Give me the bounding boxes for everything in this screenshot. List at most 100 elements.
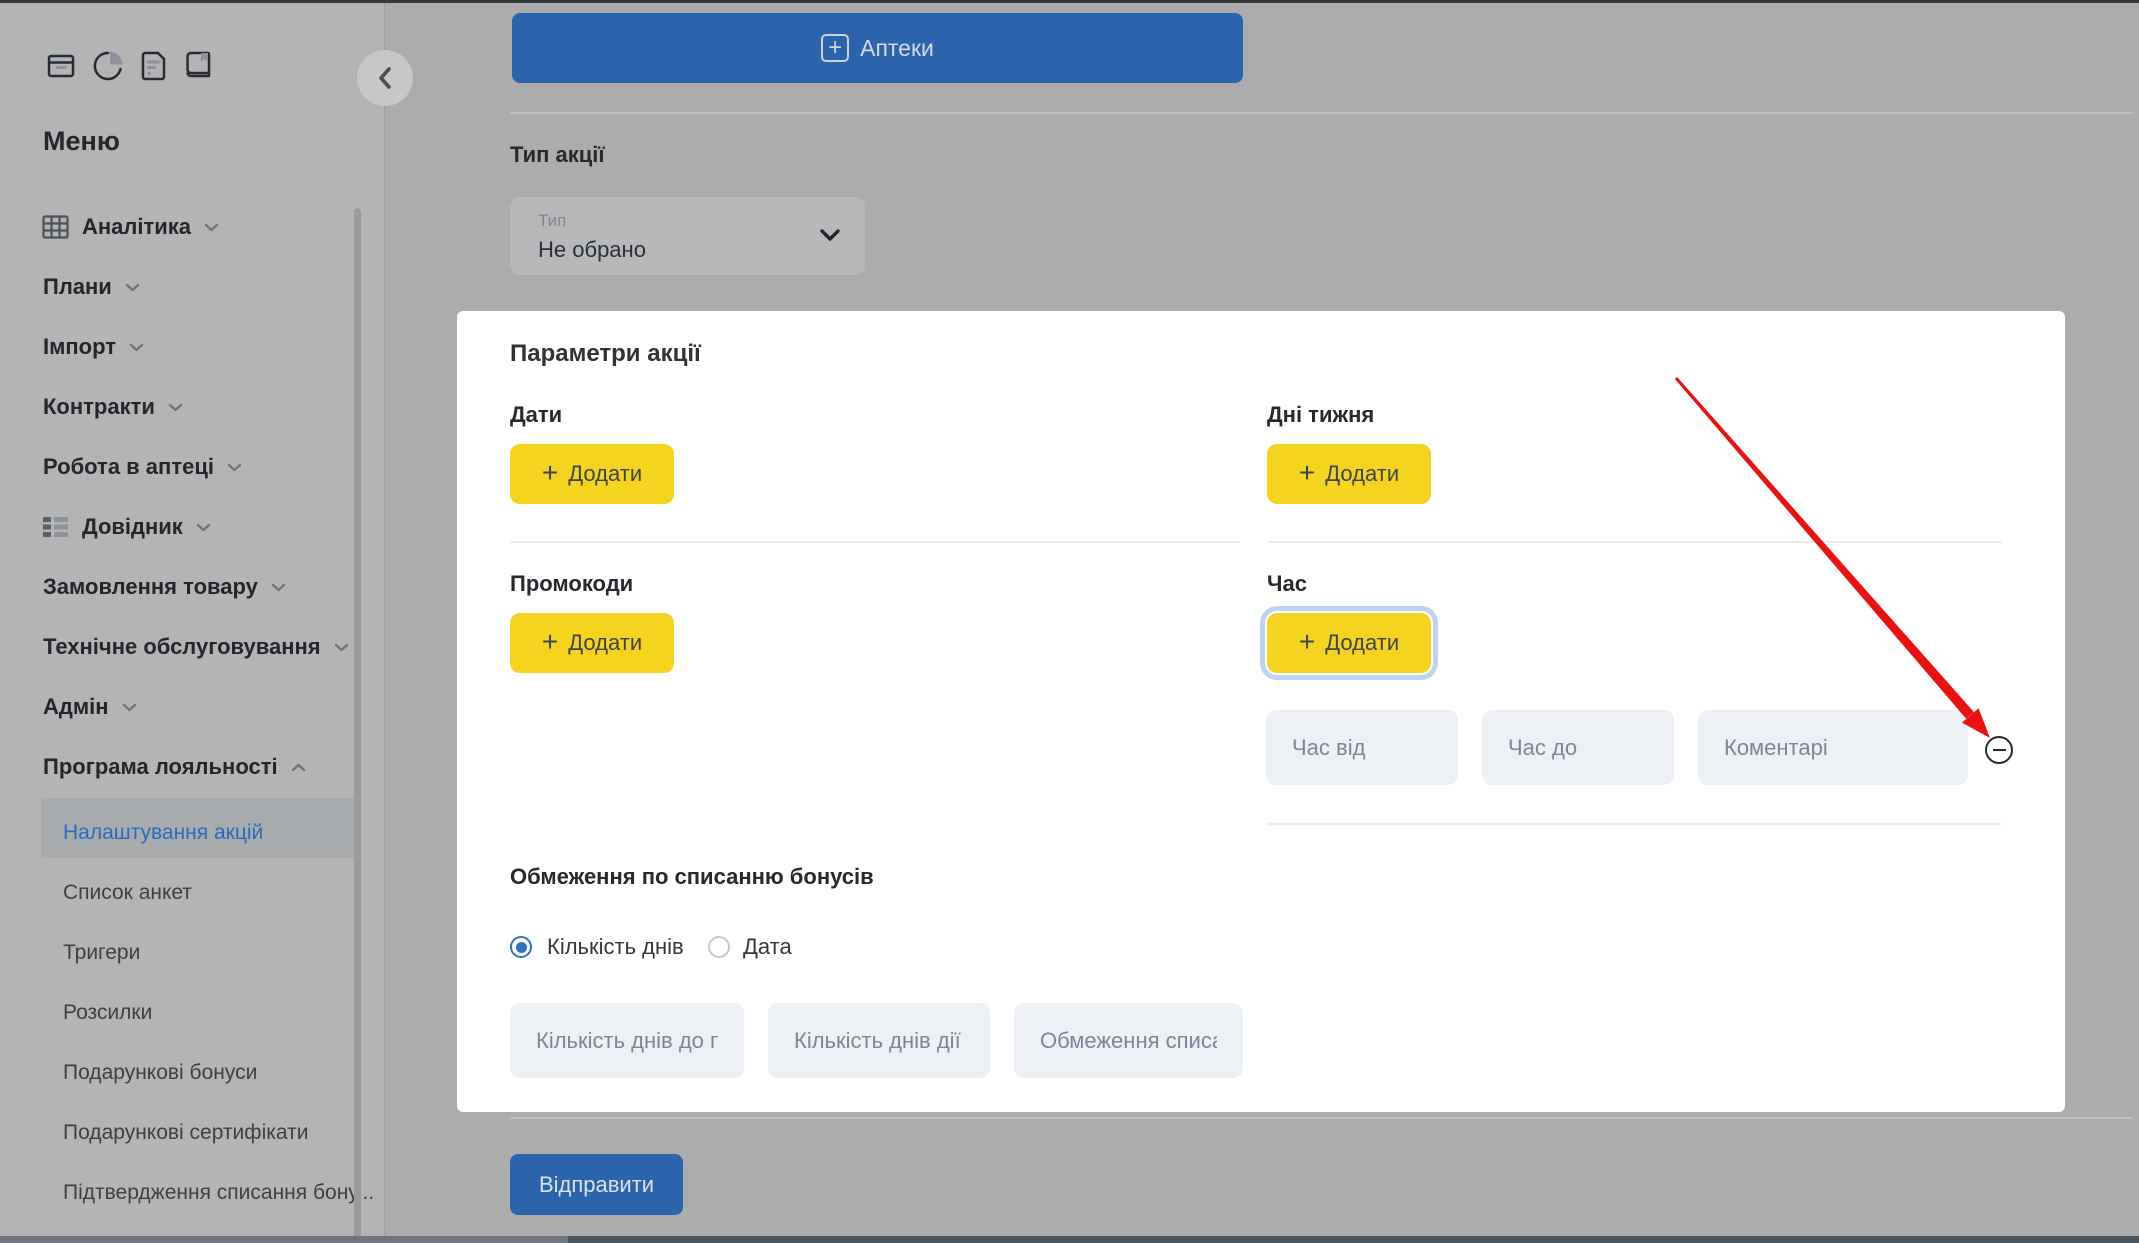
sidebar-item-pharmacy-work[interactable]: Робота в аптеці	[43, 454, 242, 480]
plus-square-icon: +	[821, 34, 850, 62]
top-edge-strip	[0, 0, 2139, 3]
sidebar-scrollbar[interactable]	[354, 208, 361, 1243]
sidebar-item-maintenance[interactable]: Технічне обслуговування	[43, 634, 349, 660]
sidebar-item-plans[interactable]: Плани	[43, 274, 140, 300]
remove-time-row-button[interactable]	[1985, 736, 2013, 764]
plus-icon: +	[1298, 626, 1316, 657]
archive-box-icon[interactable]	[45, 50, 77, 82]
select-floating-label: Тип	[538, 211, 567, 230]
sidebar-item-label: Адмін	[43, 694, 109, 719]
plus-icon: +	[1298, 457, 1316, 488]
add-button-label: Додати	[1325, 461, 1400, 486]
sidebar-collapse-button[interactable]	[357, 50, 413, 106]
sidebar-item-label: Програма лояльності	[43, 754, 278, 779]
list-rows-icon	[42, 515, 69, 539]
radio-selected-icon	[510, 936, 532, 958]
book-icon[interactable]	[183, 50, 215, 82]
bottom-section-divider	[510, 1117, 2133, 1119]
sidebar-item-analytics[interactable]: Аналітика	[42, 214, 219, 240]
card-row-divider	[1267, 541, 2002, 543]
bonus-limits-heading: Обмеження по списанню бонусів	[510, 864, 874, 889]
sidebar-item-label: Замовлення товару	[43, 574, 258, 599]
radio-days-label: Кількість днів	[547, 934, 684, 959]
chevron-down-icon	[271, 583, 286, 592]
chevron-down-icon	[125, 283, 140, 292]
pharmacies-button[interactable]: + Аптеки	[512, 13, 1243, 83]
plus-icon: +	[541, 626, 559, 657]
submit-button-label: Відправити	[538, 1171, 655, 1197]
sidebar-subitem-bonus-writeoff-confirmation[interactable]: Підтвердження списання бону...	[63, 1180, 374, 1206]
minus-icon	[1992, 748, 2006, 752]
card-row-divider	[510, 541, 1240, 543]
chevron-down-icon	[168, 403, 183, 412]
radio-date-label: Дата	[743, 934, 792, 959]
chevron-down-icon	[129, 343, 144, 352]
sidebar-subitem-gift-bonuses[interactable]: Подарункові бонуси	[63, 1060, 257, 1086]
add-weekdays-button[interactable]: + Додати	[1267, 444, 1431, 504]
sidebar-item-admin[interactable]: Адмін	[43, 694, 137, 720]
horizontal-scrollbar-thumb[interactable]	[568, 1236, 2139, 1243]
radio-days-option[interactable]: Кількість днів	[510, 934, 684, 959]
chevron-down-icon	[196, 523, 211, 532]
card-row-divider	[1267, 823, 2002, 825]
radio-unselected-icon	[708, 936, 730, 958]
top-section-divider	[510, 112, 2133, 114]
add-button-label: Додати	[568, 461, 643, 486]
sidebar-item-label: Довідник	[82, 514, 183, 539]
chevron-down-icon	[334, 643, 349, 652]
sidebar-subitem-promo-settings[interactable]: Налаштування акцій	[63, 820, 263, 846]
plus-icon: +	[541, 457, 559, 488]
sidebar-subitem-label: Налаштування акцій	[63, 821, 264, 844]
sidebar-subitem-gift-certificates[interactable]: Подарункові сертифікати	[63, 1120, 308, 1146]
writeoff-limit-input[interactable]	[1014, 1003, 1243, 1078]
chevron-up-icon	[291, 763, 306, 772]
sidebar-subitem-mailings[interactable]: Розсилки	[63, 1000, 152, 1026]
table-grid-icon	[42, 215, 69, 239]
chevron-down-icon	[204, 223, 219, 232]
days-before-input[interactable]	[510, 1003, 744, 1078]
pie-chart-icon[interactable]	[91, 49, 125, 83]
sidebar-item-goods-order[interactable]: Замовлення товару	[43, 574, 286, 600]
chevron-left-icon	[378, 67, 392, 89]
sidebar-subitem-label: Подарункові бонуси	[63, 1061, 258, 1084]
dates-group-label: Дати	[510, 402, 563, 427]
sidebar-subitem-label: Підтвердження списання бону...	[63, 1181, 375, 1204]
time-from-input[interactable]	[1266, 710, 1458, 785]
chevron-down-icon	[122, 703, 137, 712]
sidebar-item-directory[interactable]: Довідник	[42, 514, 211, 540]
submit-button[interactable]: Відправити	[510, 1154, 683, 1215]
document-icon[interactable]	[139, 50, 169, 82]
weekdays-group-label: Дні тижня	[1267, 402, 1375, 427]
pharmacies-button-label: Аптеки	[860, 34, 934, 61]
sidebar-item-import[interactable]: Імпорт	[43, 334, 144, 360]
sidebar-item-loyalty-program[interactable]: Програма лояльності	[43, 754, 306, 780]
add-button-label: Додати	[1325, 630, 1400, 655]
bonus-days-duration-input[interactable]	[768, 1003, 990, 1078]
sidebar-subitem-triggers[interactable]: Тригери	[63, 940, 140, 966]
add-time-button[interactable]: + Додати	[1267, 613, 1431, 673]
promocodes-group-label: Промокоди	[510, 571, 634, 596]
sidebar-subitem-label: Подарункові сертифікати	[63, 1121, 309, 1144]
comments-input[interactable]	[1698, 710, 1968, 785]
sidebar: Меню Аналітика Плани	[0, 3, 385, 1243]
promo-type-select[interactable]: Тип Не обрано	[510, 197, 865, 275]
sidebar-item-label: Робота в аптеці	[43, 454, 214, 479]
sidebar-toolbar	[45, 49, 215, 83]
sidebar-subitem-label: Тригери	[63, 941, 141, 964]
chevron-down-icon	[820, 229, 840, 241]
add-button-label: Додати	[568, 630, 643, 655]
sidebar-item-contracts[interactable]: Контракти	[43, 394, 183, 420]
sidebar-item-label: Контракти	[43, 394, 155, 419]
add-promocodes-button[interactable]: + Додати	[510, 613, 674, 673]
time-to-input[interactable]	[1482, 710, 1674, 785]
sidebar-subitem-questionnaires[interactable]: Список анкет	[63, 880, 192, 906]
sidebar-item-label: Плани	[43, 274, 112, 299]
sidebar-subitem-label: Список анкет	[63, 881, 193, 904]
active-item-highlight	[41, 798, 358, 858]
promo-type-heading: Тип акції	[510, 142, 605, 167]
radio-date-option[interactable]: Дата	[708, 934, 792, 959]
add-dates-button[interactable]: + Додати	[510, 444, 674, 504]
time-group-label: Час	[1267, 571, 1307, 596]
card-title: Параметри акції	[510, 340, 701, 367]
sidebar-item-label: Технічне обслуговування	[43, 634, 321, 659]
